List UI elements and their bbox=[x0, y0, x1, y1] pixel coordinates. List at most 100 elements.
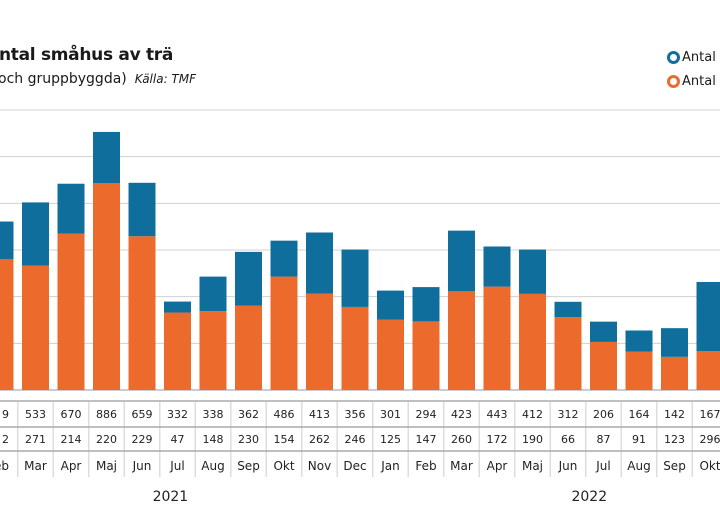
month-label: Dec bbox=[343, 459, 366, 473]
bar-segment-blue bbox=[661, 328, 688, 357]
month-label: Jul bbox=[595, 459, 610, 473]
month-label: Jun bbox=[132, 459, 152, 473]
bar-segment-blue bbox=[0, 221, 14, 260]
chart-subtitle: och gruppbyggda) Källa: TMF bbox=[0, 71, 196, 87]
table-value-blue: 246 bbox=[345, 433, 366, 446]
month-label: Feb bbox=[415, 459, 436, 473]
table-value-orange: 670 bbox=[61, 408, 82, 421]
month-label: Jul bbox=[169, 459, 184, 473]
bar-segment-orange bbox=[22, 265, 49, 390]
month-label: Jan bbox=[380, 459, 400, 473]
table-value-orange: 423 bbox=[451, 408, 472, 421]
bar-segment-orange bbox=[306, 293, 333, 390]
bar-segment-blue bbox=[22, 202, 49, 266]
table-value-orange: 332 bbox=[167, 408, 188, 421]
table-value-blue: 271 bbox=[25, 433, 46, 446]
table-value-blue: 148 bbox=[203, 433, 224, 446]
bar-segment-orange bbox=[270, 276, 298, 390]
bar-segment-orange bbox=[448, 291, 475, 390]
bar-segment-blue bbox=[270, 240, 298, 277]
bar-segment-blue bbox=[93, 131, 120, 184]
table-value-blue: 214 bbox=[61, 433, 82, 446]
table-value-orange: 206 bbox=[593, 408, 614, 421]
legend-item-orange: Antal bbox=[667, 74, 716, 89]
table-value-orange: 294 bbox=[416, 408, 437, 421]
table-value-orange: 9 bbox=[2, 408, 9, 421]
table-value-blue: 91 bbox=[632, 433, 646, 446]
month-label: Aug bbox=[627, 459, 650, 473]
bar-segment-blue bbox=[696, 281, 720, 352]
bar-segment-blue bbox=[377, 290, 404, 320]
bar-segment-orange bbox=[661, 356, 688, 390]
table-value-orange: 533 bbox=[25, 408, 46, 421]
month-label: eb bbox=[0, 459, 9, 473]
legend-blue-marker-icon bbox=[667, 51, 680, 64]
table-value-orange: 167 bbox=[700, 408, 720, 421]
table-value-orange: 659 bbox=[132, 408, 153, 421]
year-label: 2021 bbox=[153, 489, 189, 505]
bar-segment-orange bbox=[199, 311, 227, 390]
table-value-orange: 412 bbox=[522, 408, 543, 421]
month-label: Jun bbox=[558, 459, 578, 473]
table-value-blue: 47 bbox=[171, 433, 185, 446]
table-value-blue: 147 bbox=[416, 433, 437, 446]
month-label: Apr bbox=[487, 459, 508, 473]
table-value-orange: 486 bbox=[274, 408, 295, 421]
bar-segment-orange bbox=[93, 183, 120, 390]
subtitle-text: och gruppbyggda) bbox=[0, 71, 127, 87]
month-label: Okt bbox=[699, 459, 720, 473]
table-value-orange: 356 bbox=[345, 408, 366, 421]
bar-segment-orange bbox=[519, 293, 546, 390]
table-value-blue: 87 bbox=[597, 433, 611, 446]
legend-orange-marker-icon bbox=[667, 75, 680, 88]
bar-segment-blue bbox=[448, 230, 475, 292]
table-value-blue: 66 bbox=[561, 433, 575, 446]
bar-segment-orange bbox=[164, 312, 191, 390]
month-label: Nov bbox=[308, 459, 331, 473]
bar-segment-blue bbox=[412, 287, 440, 322]
bar-segment-blue bbox=[519, 249, 546, 294]
bar-segment-blue bbox=[590, 321, 617, 342]
month-label: Apr bbox=[61, 459, 82, 473]
table-value-orange: 443 bbox=[487, 408, 508, 421]
bar-segment-orange bbox=[0, 259, 14, 390]
table-value-blue: 230 bbox=[238, 433, 259, 446]
table-value-orange: 301 bbox=[380, 408, 401, 421]
table-value-blue: 229 bbox=[132, 433, 153, 446]
table-value-orange: 164 bbox=[629, 408, 650, 421]
bar-segment-orange bbox=[590, 341, 617, 390]
bar-segment-orange bbox=[235, 305, 262, 390]
table-value-blue: 190 bbox=[522, 433, 543, 446]
bar-segment-orange bbox=[554, 317, 582, 390]
month-label: Aug bbox=[201, 459, 224, 473]
bar-segment-orange bbox=[341, 306, 369, 390]
month-label: Maj bbox=[96, 459, 117, 473]
table-value-orange: 312 bbox=[558, 408, 579, 421]
table-value-blue: 154 bbox=[274, 433, 295, 446]
month-label: Maj bbox=[522, 459, 543, 473]
legend-label: Antal bbox=[682, 74, 716, 89]
table-value-blue: 296 bbox=[700, 433, 720, 446]
bar-segment-orange bbox=[377, 319, 404, 390]
bar-segment-blue bbox=[554, 301, 582, 318]
bar-segment-blue bbox=[625, 330, 653, 352]
year-label: 2022 bbox=[571, 489, 607, 505]
table-value-blue: 172 bbox=[487, 433, 508, 446]
table-value-blue: 260 bbox=[451, 433, 472, 446]
bar-segment-blue bbox=[341, 249, 369, 307]
bar-segment-orange bbox=[57, 233, 85, 390]
table-value-blue: 220 bbox=[96, 433, 117, 446]
month-label: Sep bbox=[663, 459, 686, 473]
bar-segment-blue bbox=[483, 246, 511, 287]
bar-segment-blue bbox=[128, 182, 156, 237]
source-label: Källa: TMF bbox=[134, 72, 197, 86]
bar-segment-orange bbox=[696, 351, 720, 390]
month-label: Okt bbox=[273, 459, 294, 473]
month-label: Sep bbox=[237, 459, 260, 473]
bar-segment-orange bbox=[412, 321, 440, 390]
table-value-blue: 123 bbox=[664, 433, 685, 446]
bar-segment-blue bbox=[57, 183, 85, 234]
table-value-blue: 125 bbox=[380, 433, 401, 446]
chart-title: ntal småhus av trä bbox=[0, 45, 174, 65]
